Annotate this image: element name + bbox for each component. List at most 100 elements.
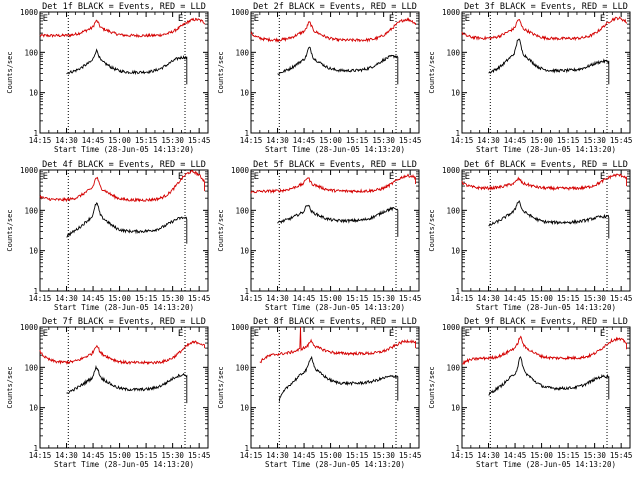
y-tick-label: 1000 [231, 166, 250, 175]
x-tick-label: 14:30 [266, 294, 289, 303]
x-tick-label: 15:15 [135, 136, 158, 145]
y-axis-label: Counts/sec [6, 209, 14, 251]
y-tick-label: 100 [446, 363, 460, 372]
x-tick-label: 14:45 [504, 294, 527, 303]
event-marker: E [43, 329, 48, 339]
lld-series-line [259, 326, 416, 364]
x-axis-label: Start Time (28-Jun-05 14:13:20) [476, 303, 616, 312]
x-axis-label: Start Time (28-Jun-05 14:13:20) [54, 145, 194, 154]
y-tick-label: 100 [235, 206, 249, 215]
y-tick-label: 100 [24, 363, 38, 372]
x-tick-label: 15:00 [108, 294, 131, 303]
x-tick-label: 15:00 [319, 136, 342, 145]
detector-panel-4: Det 4f BLACK = Events, RED = LLD Counts/s… [6, 160, 210, 312]
x-axis-label: Start Time (28-Jun-05 14:13:20) [265, 145, 405, 154]
x-tick-label: 15:15 [557, 294, 580, 303]
x-tick-label: 15:00 [319, 451, 342, 460]
x-tick-label: 14:15 [240, 294, 263, 303]
y-axis-label: Counts/sec [428, 366, 436, 408]
y-tick-label: 100 [24, 206, 38, 215]
x-tick-label: 14:30 [266, 136, 289, 145]
event-marker: E [254, 329, 259, 339]
y-tick-label: 10 [29, 404, 39, 413]
x-tick-label: 14:30 [266, 451, 289, 460]
y-tick-label: 10 [451, 89, 461, 98]
x-tick-label: 14:15 [29, 136, 52, 145]
y-tick-label: 10 [451, 404, 461, 413]
events-series-line [488, 38, 610, 85]
x-tick-label: 15:30 [161, 136, 184, 145]
plot-frame [39, 326, 209, 449]
x-tick-label: 15:30 [372, 136, 395, 145]
plot-frame [461, 11, 631, 134]
y-tick-label: 1000 [442, 323, 461, 332]
y-tick-label: 1 [244, 444, 249, 453]
plot-frame [461, 326, 631, 449]
x-tick-label: 15:15 [346, 451, 369, 460]
x-tick-label: 14:45 [82, 451, 105, 460]
events-series-line [277, 204, 399, 237]
x-tick-label: 14:30 [477, 451, 500, 460]
lld-series-line [39, 169, 205, 203]
events-series-line [66, 202, 188, 244]
plot-frame [250, 169, 420, 292]
y-axis-label: Counts/sec [6, 366, 14, 408]
plot-frame [250, 326, 420, 449]
y-tick-label: 10 [451, 247, 461, 256]
y-tick-label: 1000 [231, 8, 250, 17]
panel-title: Det 7f BLACK = Events, RED = LLD [42, 317, 206, 327]
y-tick-label: 100 [446, 206, 460, 215]
x-tick-label: 15:30 [161, 294, 184, 303]
y-tick-label: 1 [455, 287, 460, 296]
event-marker: E [600, 329, 605, 339]
x-tick-label: 15:30 [583, 136, 606, 145]
x-tick-label: 15:45 [188, 451, 211, 460]
x-tick-label: 15:00 [530, 294, 553, 303]
x-tick-label: 15:45 [188, 294, 211, 303]
detector-panel-6: Det 6f BLACK = Events, RED = LLD Counts/s… [428, 160, 632, 312]
x-tick-label: 14:30 [55, 451, 78, 460]
panel-title: Det 6f BLACK = Events, RED = LLD [464, 160, 628, 170]
x-axis-label: Start Time (28-Jun-05 14:13:20) [265, 303, 405, 312]
x-tick-label: 15:30 [161, 451, 184, 460]
x-tick-label: 15:00 [530, 136, 553, 145]
x-tick-label: 15:45 [610, 294, 633, 303]
detector-panel-1: Det 1f BLACK = Events, RED = LLD Counts/s… [6, 2, 210, 154]
panel-title: Det 9f BLACK = Events, RED = LLD [464, 317, 628, 327]
event-marker: E [254, 172, 259, 182]
x-tick-label: 14:15 [29, 294, 52, 303]
x-tick-label: 15:15 [557, 136, 580, 145]
y-tick-label: 1 [33, 287, 38, 296]
x-tick-label: 14:45 [504, 136, 527, 145]
event-marker: E [178, 329, 183, 339]
x-tick-label: 14:30 [477, 136, 500, 145]
x-tick-label: 14:30 [55, 136, 78, 145]
lld-series-line [250, 17, 416, 43]
y-tick-label: 1 [455, 129, 460, 138]
lld-series-line [461, 335, 627, 365]
x-tick-label: 15:00 [530, 451, 553, 460]
x-tick-label: 15:15 [346, 294, 369, 303]
y-tick-label: 10 [240, 89, 250, 98]
x-tick-label: 14:15 [451, 294, 474, 303]
x-tick-label: 14:45 [504, 451, 527, 460]
x-tick-label: 15:45 [399, 136, 422, 145]
y-tick-label: 1 [33, 129, 38, 138]
x-tick-label: 14:15 [240, 136, 263, 145]
y-tick-label: 10 [29, 247, 39, 256]
events-series-line [66, 364, 188, 404]
x-tick-label: 14:15 [451, 136, 474, 145]
event-marker: E [465, 14, 470, 24]
x-tick-label: 14:45 [293, 136, 316, 145]
event-marker: E [389, 14, 394, 24]
event-marker: E [465, 172, 470, 182]
panel-title: Det 1f BLACK = Events, RED = LLD [42, 2, 206, 12]
x-tick-label: 15:45 [610, 136, 633, 145]
x-axis-label: Start Time (28-Jun-05 14:13:20) [54, 303, 194, 312]
lld-series-line [39, 340, 205, 366]
x-tick-label: 15:00 [108, 136, 131, 145]
detector-panel-2: Det 2f BLACK = Events, RED = LLD Counts/s… [217, 2, 421, 154]
events-series-line [277, 46, 399, 85]
x-tick-label: 15:15 [135, 451, 158, 460]
